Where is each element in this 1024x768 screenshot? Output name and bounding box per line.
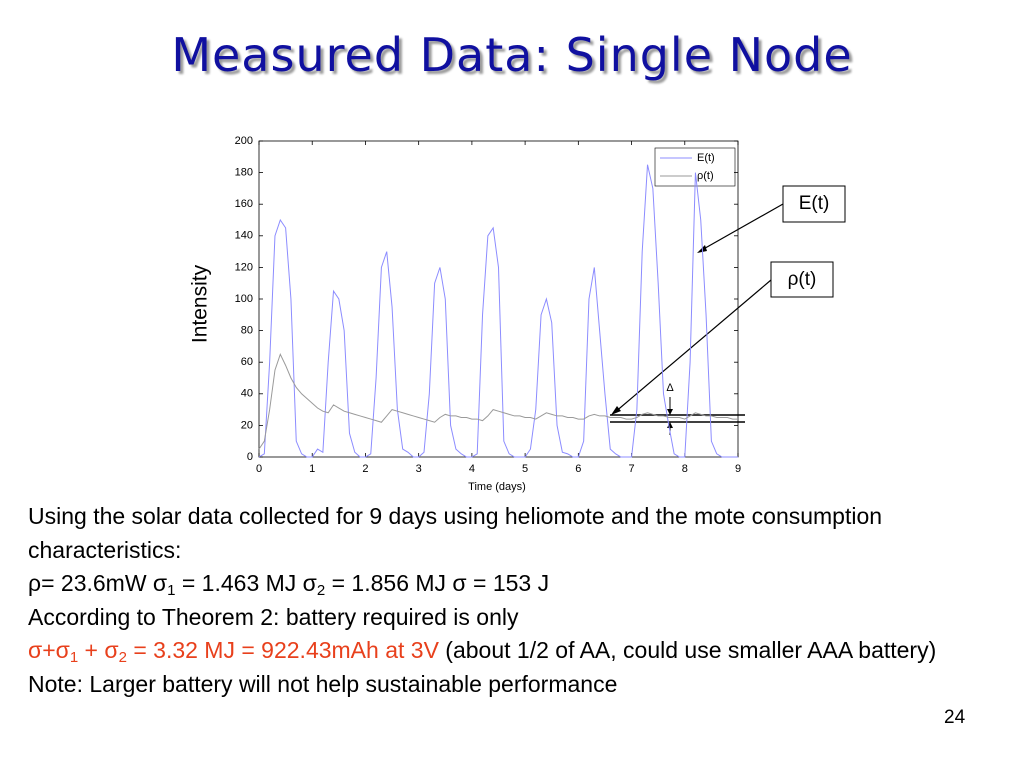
subscript: 2 bbox=[316, 582, 326, 599]
x-tick-label: 5 bbox=[522, 463, 528, 475]
y-tick-label: 180 bbox=[235, 167, 253, 179]
subscript: 1 bbox=[167, 582, 176, 599]
text: = 1.856 MJ σ = 153 J bbox=[325, 570, 550, 596]
text-line: σ+σ1 + σ2 = 3.32 MJ = 922.43mAh at 3V (a… bbox=[28, 634, 998, 668]
text-line: Note: Larger battery will not help susta… bbox=[28, 670, 618, 697]
text: + σ bbox=[78, 637, 119, 663]
y-tick-label: 40 bbox=[241, 388, 253, 400]
y-tick-label: 200 bbox=[235, 135, 253, 147]
text: = 3.32 MJ = 922.43mAh at 3V bbox=[126, 637, 439, 663]
text-line: ρ= 23.6mW σ1 = 1.463 MJ σ2 = 1.856 MJ σ … bbox=[28, 567, 998, 601]
x-tick-label: 3 bbox=[416, 463, 422, 475]
text: = 1.463 MJ σ bbox=[175, 570, 317, 596]
text: ρ= 23.6mW σ bbox=[28, 570, 168, 596]
y-tick-label: 80 bbox=[241, 325, 253, 337]
x-tick-label: 8 bbox=[682, 463, 688, 475]
y-axis-label: Intensity bbox=[189, 264, 212, 343]
x-tick-label: 0 bbox=[256, 463, 262, 475]
x-tick-label: 4 bbox=[469, 463, 475, 475]
y-tick-label: 0 bbox=[247, 451, 253, 463]
arrow bbox=[699, 203, 784, 252]
text: (about 1/2 of AA, could use smaller AAA … bbox=[438, 637, 937, 663]
delta-arrow-head bbox=[667, 409, 673, 415]
text: σ+σ bbox=[28, 637, 70, 663]
page-number: 24 bbox=[944, 707, 966, 728]
y-tick-label: 160 bbox=[235, 198, 253, 210]
slide-title: Measured Data: Single Node bbox=[171, 28, 853, 82]
y-tick-label: 100 bbox=[235, 293, 253, 305]
y-tick-label: 20 bbox=[241, 419, 253, 431]
legend-label: ρ(t) bbox=[697, 170, 714, 182]
annotation-box bbox=[770, 261, 834, 298]
delta-arrow-head bbox=[667, 422, 673, 428]
text-line: Using the solar data collected for 9 day… bbox=[28, 503, 883, 563]
x-tick-label: 2 bbox=[362, 463, 368, 475]
annotation-box bbox=[782, 185, 846, 223]
subscript: 2 bbox=[118, 649, 127, 666]
annotation: E(t) bbox=[799, 193, 830, 214]
legend-label: E(t) bbox=[697, 152, 715, 164]
text-line: According to Theorem 2: battery required… bbox=[28, 603, 519, 630]
y-tick-label: 120 bbox=[235, 261, 253, 273]
annotation: Δ bbox=[666, 382, 674, 394]
series-line bbox=[258, 352, 738, 450]
body-text: Using the solar data collected for 9 day… bbox=[28, 500, 998, 701]
arrow-head bbox=[611, 406, 621, 415]
x-tick-label: 1 bbox=[309, 463, 315, 475]
x-tick-label: 9 bbox=[735, 463, 741, 475]
series-line bbox=[258, 164, 738, 458]
subscript: 1 bbox=[69, 649, 79, 666]
x-axis-label: Time (days) bbox=[468, 481, 526, 493]
x-tick-label: 6 bbox=[575, 463, 581, 475]
arrow bbox=[613, 279, 772, 414]
x-tick-label: 7 bbox=[628, 463, 634, 475]
y-tick-label: 140 bbox=[235, 230, 253, 242]
y-tick-label: 60 bbox=[241, 356, 253, 368]
annotation: ρ(t) bbox=[788, 269, 817, 290]
